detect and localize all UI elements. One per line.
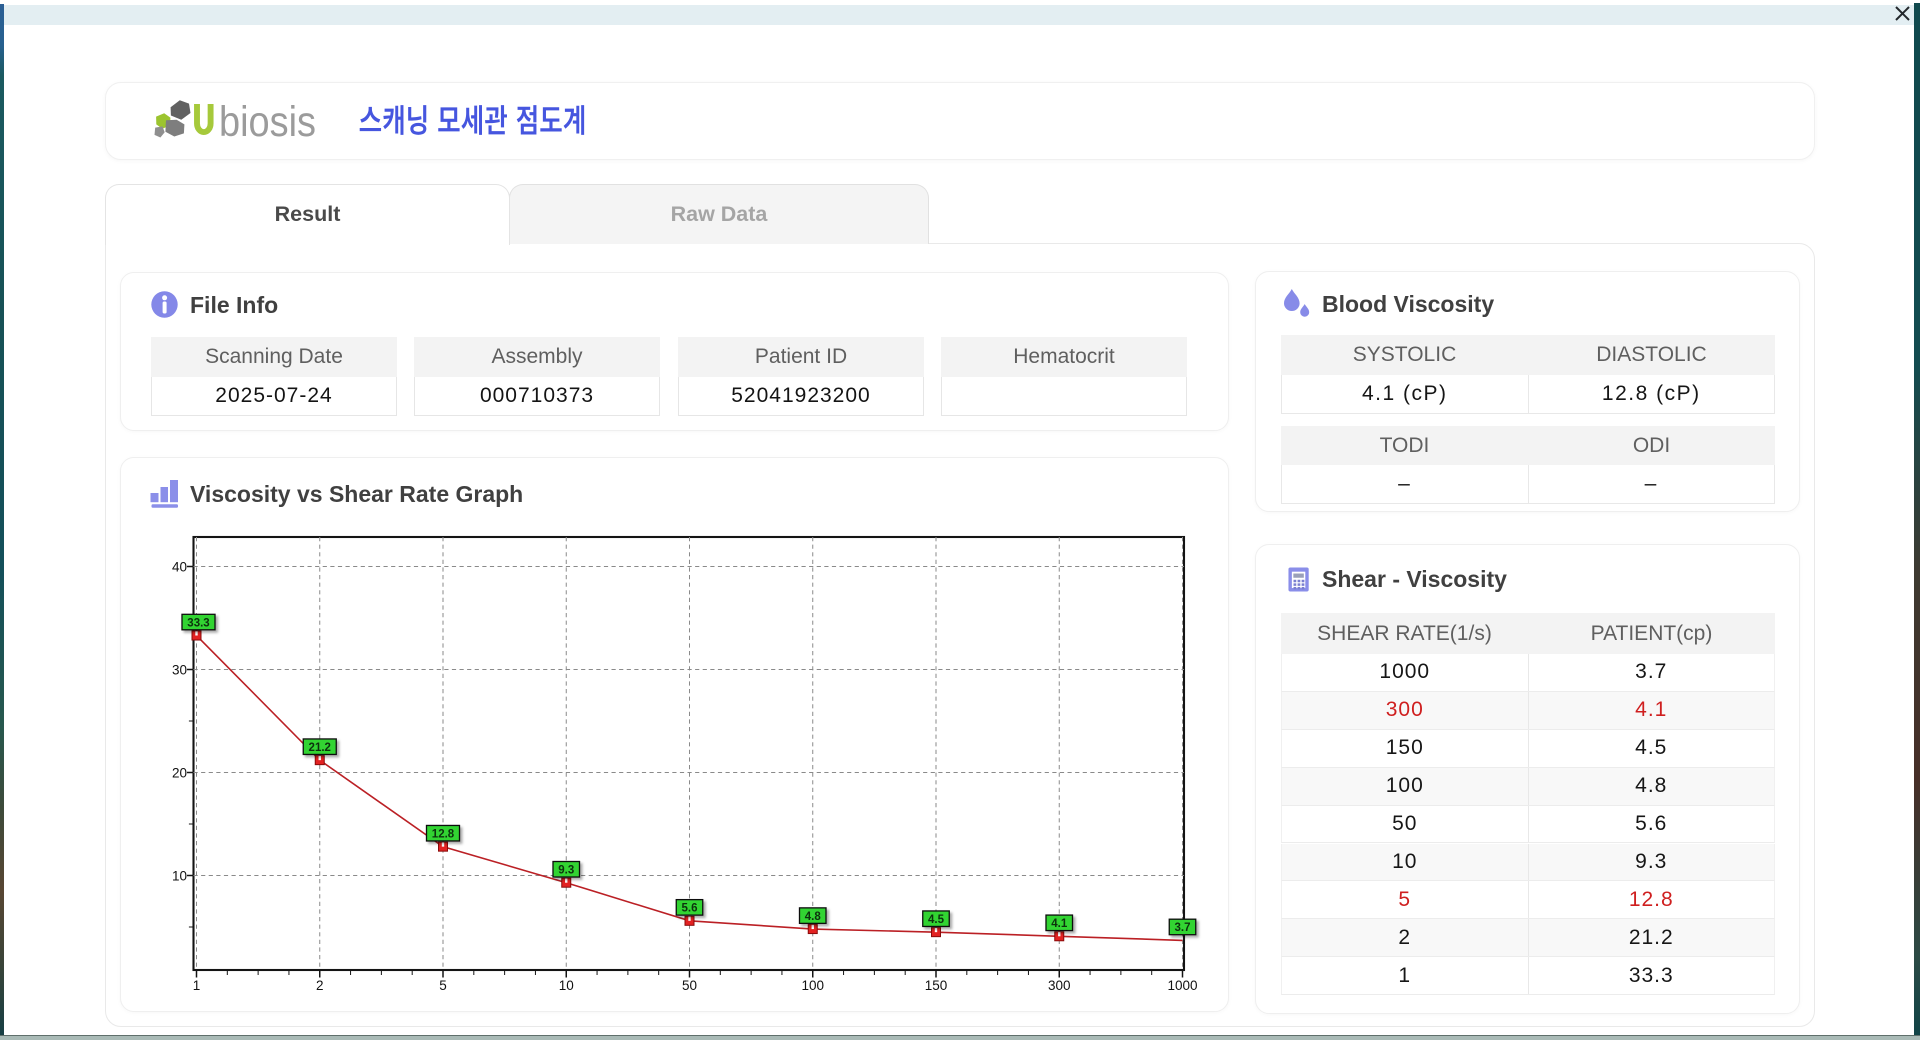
svg-text:33.3: 33.3 [187,617,209,629]
svg-text:150: 150 [925,978,948,993]
svg-text:30: 30 [172,662,187,677]
svg-text:biosis: biosis [219,98,316,146]
svg-text:9.3: 9.3 [558,865,574,877]
svg-text:1000: 1000 [1167,978,1197,993]
svg-text:50: 50 [682,978,697,993]
svg-text:4.8: 4.8 [805,911,822,923]
svg-text:2: 2 [316,978,324,993]
svg-text:3.7: 3.7 [1175,922,1191,934]
svg-text:21.2: 21.2 [309,742,331,754]
svg-text:12.8: 12.8 [432,828,455,840]
svg-text:4.1: 4.1 [1051,918,1068,930]
svg-text:1: 1 [193,978,201,993]
svg-text:5: 5 [439,978,447,993]
svg-text:4.5: 4.5 [928,914,945,926]
svg-text:300: 300 [1048,978,1071,993]
svg-text:10: 10 [172,868,187,883]
svg-text:40: 40 [172,559,187,574]
svg-text:5.6: 5.6 [682,903,698,915]
svg-text:20: 20 [172,765,187,780]
svg-text:100: 100 [801,978,824,993]
svg-text:10: 10 [559,978,574,993]
